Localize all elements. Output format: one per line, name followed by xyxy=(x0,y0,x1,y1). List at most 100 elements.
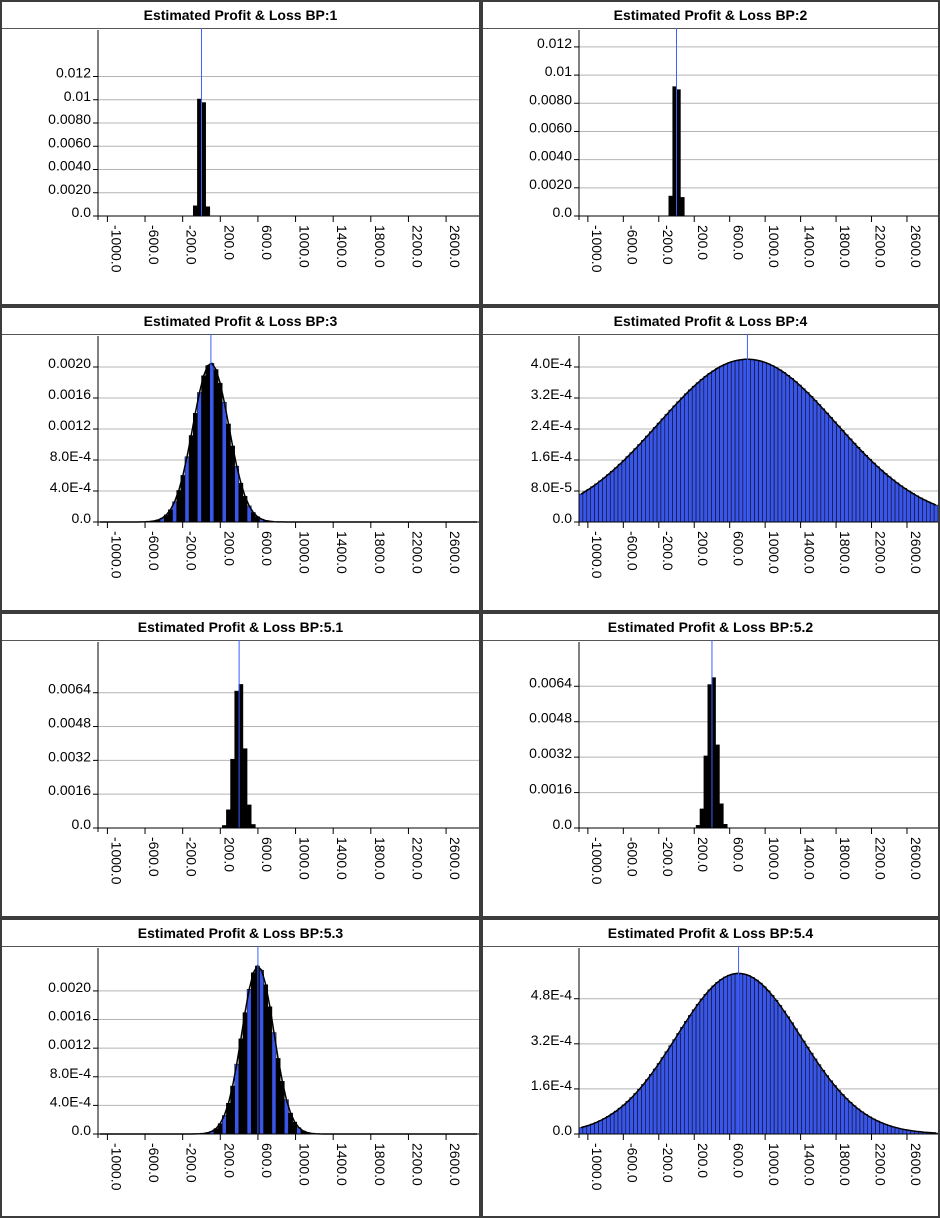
x-tick-label: -200.0 xyxy=(184,1143,200,1183)
histogram-bar xyxy=(711,370,716,523)
histogram-bar xyxy=(668,195,673,217)
histogram-bar xyxy=(883,1123,888,1135)
histogram-bar xyxy=(606,474,611,523)
histogram-bar xyxy=(890,479,896,523)
y-tick-label: 0.012 xyxy=(537,35,572,51)
histogram-bar xyxy=(707,684,712,829)
histogram-bar xyxy=(906,490,911,523)
y-tick-label: 0.0 xyxy=(553,204,573,220)
x-tick-label: 1800.0 xyxy=(837,531,853,574)
histogram-bar xyxy=(727,974,732,1135)
chart-panel: Estimated Profit & Loss BP:5.4 0.0 1.6E-4 3… xyxy=(481,918,940,1218)
histogram-bar xyxy=(922,499,927,523)
histogram-bar xyxy=(625,456,630,523)
histogram-bar xyxy=(836,425,841,523)
histogram-bar xyxy=(820,408,826,523)
y-tick-label: 0.0064 xyxy=(529,674,572,690)
histogram-bar xyxy=(680,1027,685,1135)
x-tick-label: 1400.0 xyxy=(334,225,350,268)
histogram-bar xyxy=(836,1089,841,1135)
x-tick-label: -200.0 xyxy=(660,225,676,265)
x-tick-label: -1000.0 xyxy=(108,225,124,273)
x-tick-label: 1800.0 xyxy=(372,225,388,268)
x-tick-label: -1000.0 xyxy=(108,1143,124,1191)
histogram-bar xyxy=(848,1101,853,1135)
histogram-bar xyxy=(594,483,599,523)
histogram-bar xyxy=(766,363,771,523)
x-tick-label: 1000.0 xyxy=(766,837,782,880)
histogram-bar xyxy=(629,1097,634,1135)
histogram-bar xyxy=(633,1093,638,1135)
x-tick-label: 2600.0 xyxy=(447,1143,463,1186)
histogram-bar xyxy=(691,1009,697,1135)
x-tick-label: 2600.0 xyxy=(908,1143,924,1186)
histogram-bar xyxy=(645,435,650,523)
x-tick-label: -600.0 xyxy=(624,837,640,877)
histogram-bar xyxy=(703,993,709,1135)
density-curve xyxy=(580,972,937,1134)
y-tick-label: 0.0 xyxy=(553,1122,573,1138)
histogram-bar xyxy=(648,1074,654,1135)
histogram-bar xyxy=(742,359,748,523)
histogram-bar xyxy=(259,969,264,1135)
histogram-bar xyxy=(816,404,822,523)
histogram-bar xyxy=(719,803,724,829)
y-tick-label: 0.0048 xyxy=(529,710,572,726)
histogram-bar xyxy=(676,89,681,217)
histogram-bar xyxy=(621,1104,627,1135)
histogram-bar xyxy=(879,469,884,523)
histogram-bar xyxy=(688,1015,693,1135)
histogram-bar xyxy=(805,392,810,523)
y-tick-label: 0.01 xyxy=(64,88,91,104)
chart-panel: Estimated Profit & Loss BP:3 0.0 4.0E-4 8.0… xyxy=(0,306,481,612)
x-tick-label: 200.0 xyxy=(221,1143,237,1178)
y-tick-label: 0.0032 xyxy=(48,748,91,764)
x-tick-label: 200.0 xyxy=(221,837,237,872)
histogram-bar xyxy=(902,488,908,523)
x-tick-label: 2600.0 xyxy=(447,225,463,268)
histogram-bar xyxy=(226,423,231,523)
y-tick-label: 0.0012 xyxy=(48,417,91,433)
histogram-bar xyxy=(711,985,716,1135)
histogram-bar xyxy=(738,973,744,1135)
histogram-bar xyxy=(781,372,787,523)
y-tick-label: 0.0 xyxy=(72,816,92,832)
x-tick-label: -1000.0 xyxy=(108,837,124,885)
x-tick-label: -600.0 xyxy=(146,837,162,877)
x-tick-label: 1400.0 xyxy=(802,531,818,574)
chart-title: Estimated Profit & Loss BP:5.1 xyxy=(2,614,479,641)
histogram-bar xyxy=(238,1038,244,1135)
x-tick-label: 2200.0 xyxy=(873,1143,889,1186)
histogram-bar xyxy=(929,503,935,523)
x-tick-label: 200.0 xyxy=(695,531,711,566)
y-tick-label: 4.0E-4 xyxy=(50,479,91,495)
histogram-bar xyxy=(851,442,857,523)
histogram-bar xyxy=(754,979,759,1135)
y-tick-label: 0.0040 xyxy=(529,148,572,164)
histogram-bar xyxy=(773,367,779,523)
histogram-bar xyxy=(664,1051,669,1135)
chart-panel: Estimated Profit & Loss BP:5.1 0.0 0.0016 0… xyxy=(0,612,481,918)
histogram-bar xyxy=(730,973,736,1135)
y-tick-label: 0.0 xyxy=(553,816,573,832)
chart-plot: 0.0 8.0E-5 1.6E-4 2.4E-4 3.2E-4 4.0E-4 -1000.0… xyxy=(531,334,938,579)
x-tick-label: 2200.0 xyxy=(409,1143,425,1186)
histogram-bar xyxy=(715,744,720,829)
histogram-bar xyxy=(715,982,720,1135)
histogram-bar xyxy=(578,1127,584,1135)
x-tick-label: -200.0 xyxy=(660,531,676,571)
histogram-bar xyxy=(586,488,591,523)
histogram-bar xyxy=(785,375,790,523)
x-tick-label: 600.0 xyxy=(731,225,747,260)
histogram-bar xyxy=(871,462,876,523)
density-curve xyxy=(580,358,937,506)
histogram-bar xyxy=(271,1032,277,1135)
x-tick-label: -200.0 xyxy=(184,531,200,571)
histogram-bar xyxy=(777,1005,783,1135)
histogram-bar xyxy=(754,359,759,523)
chart-panel: Estimated Profit & Loss BP:5.3 0.0 4.0E-4 8… xyxy=(0,918,481,1218)
y-tick-label: 0.0080 xyxy=(529,91,572,107)
histogram-bar xyxy=(213,369,219,523)
histogram-bar xyxy=(621,460,627,523)
